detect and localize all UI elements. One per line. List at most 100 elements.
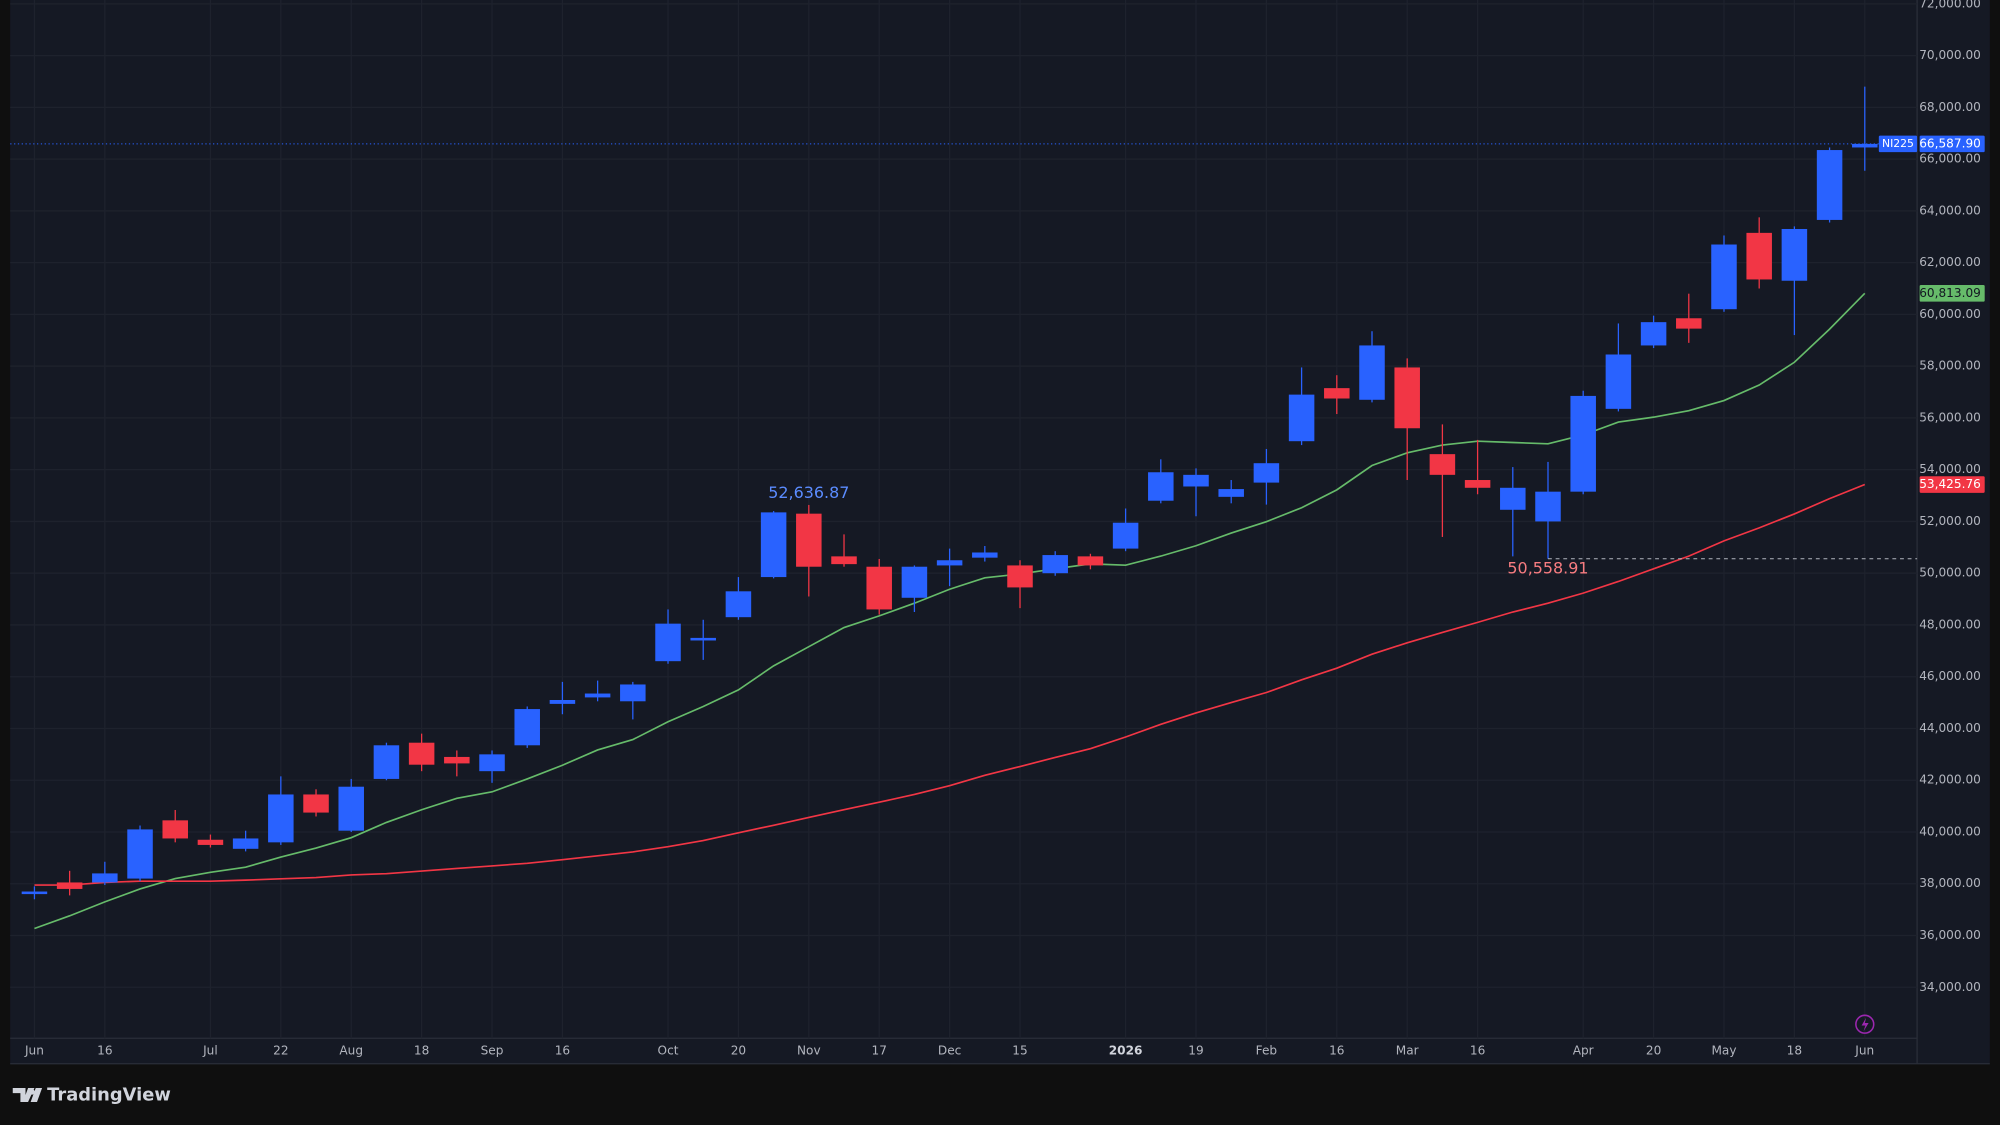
x-tick-label: Aug — [339, 1044, 363, 1058]
candle-body — [1605, 354, 1632, 409]
candle-body — [831, 556, 857, 565]
x-tick-label: 16 — [1329, 1044, 1344, 1058]
candle-body — [1148, 472, 1174, 501]
candle-body — [232, 838, 259, 849]
candle-body — [1218, 489, 1244, 497]
x-tick-label: 18 — [1787, 1044, 1802, 1058]
candle-body — [444, 756, 470, 764]
y-tick-label: 48,000.00 — [1919, 617, 1981, 631]
candle-body — [1746, 232, 1772, 280]
plot: 52,636.87 50,558.91 — [10, 86, 1918, 930]
price-tag-label: 66,587.90 — [1919, 136, 1981, 150]
candle-body — [549, 700, 576, 704]
candle-body — [408, 742, 435, 765]
y-tick-label: 52,000.00 — [1919, 514, 1981, 528]
candle-body — [197, 839, 224, 845]
symbol-label: NI225 — [1882, 137, 1914, 150]
chart-pane — [10, 0, 1990, 1064]
y-tick-label: 64,000.00 — [1919, 203, 1981, 217]
ma-tag — [1919, 476, 1985, 493]
candle-body — [1852, 143, 1878, 148]
candle-body — [1640, 322, 1667, 346]
symbol-tag — [1878, 135, 1918, 153]
x-tick-label: 18 — [414, 1044, 429, 1058]
candle-body — [760, 512, 787, 578]
candle-body — [1077, 556, 1104, 566]
moving-average-line — [34, 483, 1866, 886]
candle-body — [303, 794, 329, 813]
candle-body — [1676, 318, 1702, 329]
x-tick-label: Apr — [1573, 1044, 1594, 1058]
x-tick-label: Jun — [1854, 1044, 1874, 1058]
y-tick-label: 58,000.00 — [1919, 359, 1981, 373]
candle-body — [338, 786, 364, 831]
candle-body — [796, 513, 822, 567]
candle-body — [1711, 244, 1737, 310]
candle-body — [1781, 228, 1808, 281]
candle-body — [725, 591, 752, 618]
x-tick-label: 2026 — [1109, 1044, 1143, 1058]
candle-body — [866, 566, 892, 610]
candle-body — [936, 560, 963, 566]
candle-body — [1394, 367, 1420, 429]
candle-body — [1253, 463, 1280, 483]
x-tick-label: 17 — [872, 1044, 887, 1058]
candle-body — [1570, 395, 1596, 492]
y-tick-label: 42,000.00 — [1919, 773, 1981, 787]
candle-body — [1464, 480, 1491, 488]
ma-tag-label: 53,425.76 — [1919, 477, 1981, 491]
y-tick-label: 66,000.00 — [1919, 152, 1981, 166]
x-tick-label: 19 — [1188, 1044, 1203, 1058]
candle-body — [514, 709, 540, 746]
candle-body — [56, 882, 83, 889]
y-tick-label: 54,000.00 — [1919, 462, 1981, 476]
brand-logo: TradingView — [12, 1085, 171, 1106]
x-tick-label: May — [1711, 1044, 1736, 1058]
y-tick-label: 38,000.00 — [1919, 876, 1981, 890]
x-tick-label: Dec — [938, 1044, 961, 1058]
x-tick-label: Feb — [1256, 1044, 1278, 1058]
candle-body — [268, 794, 294, 843]
y-tick-label: 60,000.00 — [1919, 307, 1981, 321]
brand-mark-slash — [30, 1088, 43, 1103]
alert-icon-bolt — [1861, 1017, 1869, 1032]
y-tick-label: 72,000.00 — [1919, 0, 1981, 10]
candle-body — [690, 637, 716, 641]
candle-body — [1429, 454, 1456, 475]
price-tag — [1919, 135, 1985, 153]
brand-mark-dot — [29, 1089, 35, 1095]
candle-body — [1816, 150, 1843, 220]
x-tick-label: Jun — [24, 1044, 44, 1058]
low-label: 50,558.91 — [1507, 558, 1588, 577]
x-tick-label: Mar — [1396, 1044, 1419, 1058]
candle-body — [373, 745, 400, 779]
candle-body — [1288, 394, 1315, 442]
candle-body — [162, 820, 188, 839]
high-label: 52,636.87 — [768, 483, 849, 502]
x-tick-label: 16 — [97, 1044, 112, 1058]
candle-body — [1359, 345, 1385, 400]
y-tick-label: 56,000.00 — [1919, 410, 1981, 424]
x-tick-label: 15 — [1012, 1044, 1027, 1058]
y-tick-label: 50,000.00 — [1919, 566, 1981, 580]
y-tick-label: 34,000.00 — [1919, 980, 1981, 994]
candle-body — [1183, 474, 1209, 487]
x-tick-label: 16 — [555, 1044, 570, 1058]
candle-body — [479, 754, 505, 772]
brand-mark — [12, 1088, 35, 1103]
ma-tag-label: 60,813.09 — [1919, 286, 1981, 300]
candle-body — [584, 693, 611, 698]
candle-body — [972, 552, 998, 558]
y-tick-label: 68,000.00 — [1919, 100, 1981, 114]
y-tick-label: 40,000.00 — [1919, 824, 1981, 838]
candle-body — [1535, 491, 1561, 522]
candle-body — [620, 684, 646, 702]
grid — [10, 0, 1918, 1039]
axes: 34,000.00 36,000.00 38,000.00 40,000.00 42,0… — [24, 0, 1985, 1058]
candle-body — [127, 829, 153, 879]
y-tick-label: 36,000.00 — [1919, 928, 1981, 942]
candle-body — [1112, 522, 1139, 549]
x-tick-label: 16 — [1470, 1044, 1485, 1058]
alert-icon[interactable] — [1855, 1014, 1875, 1034]
